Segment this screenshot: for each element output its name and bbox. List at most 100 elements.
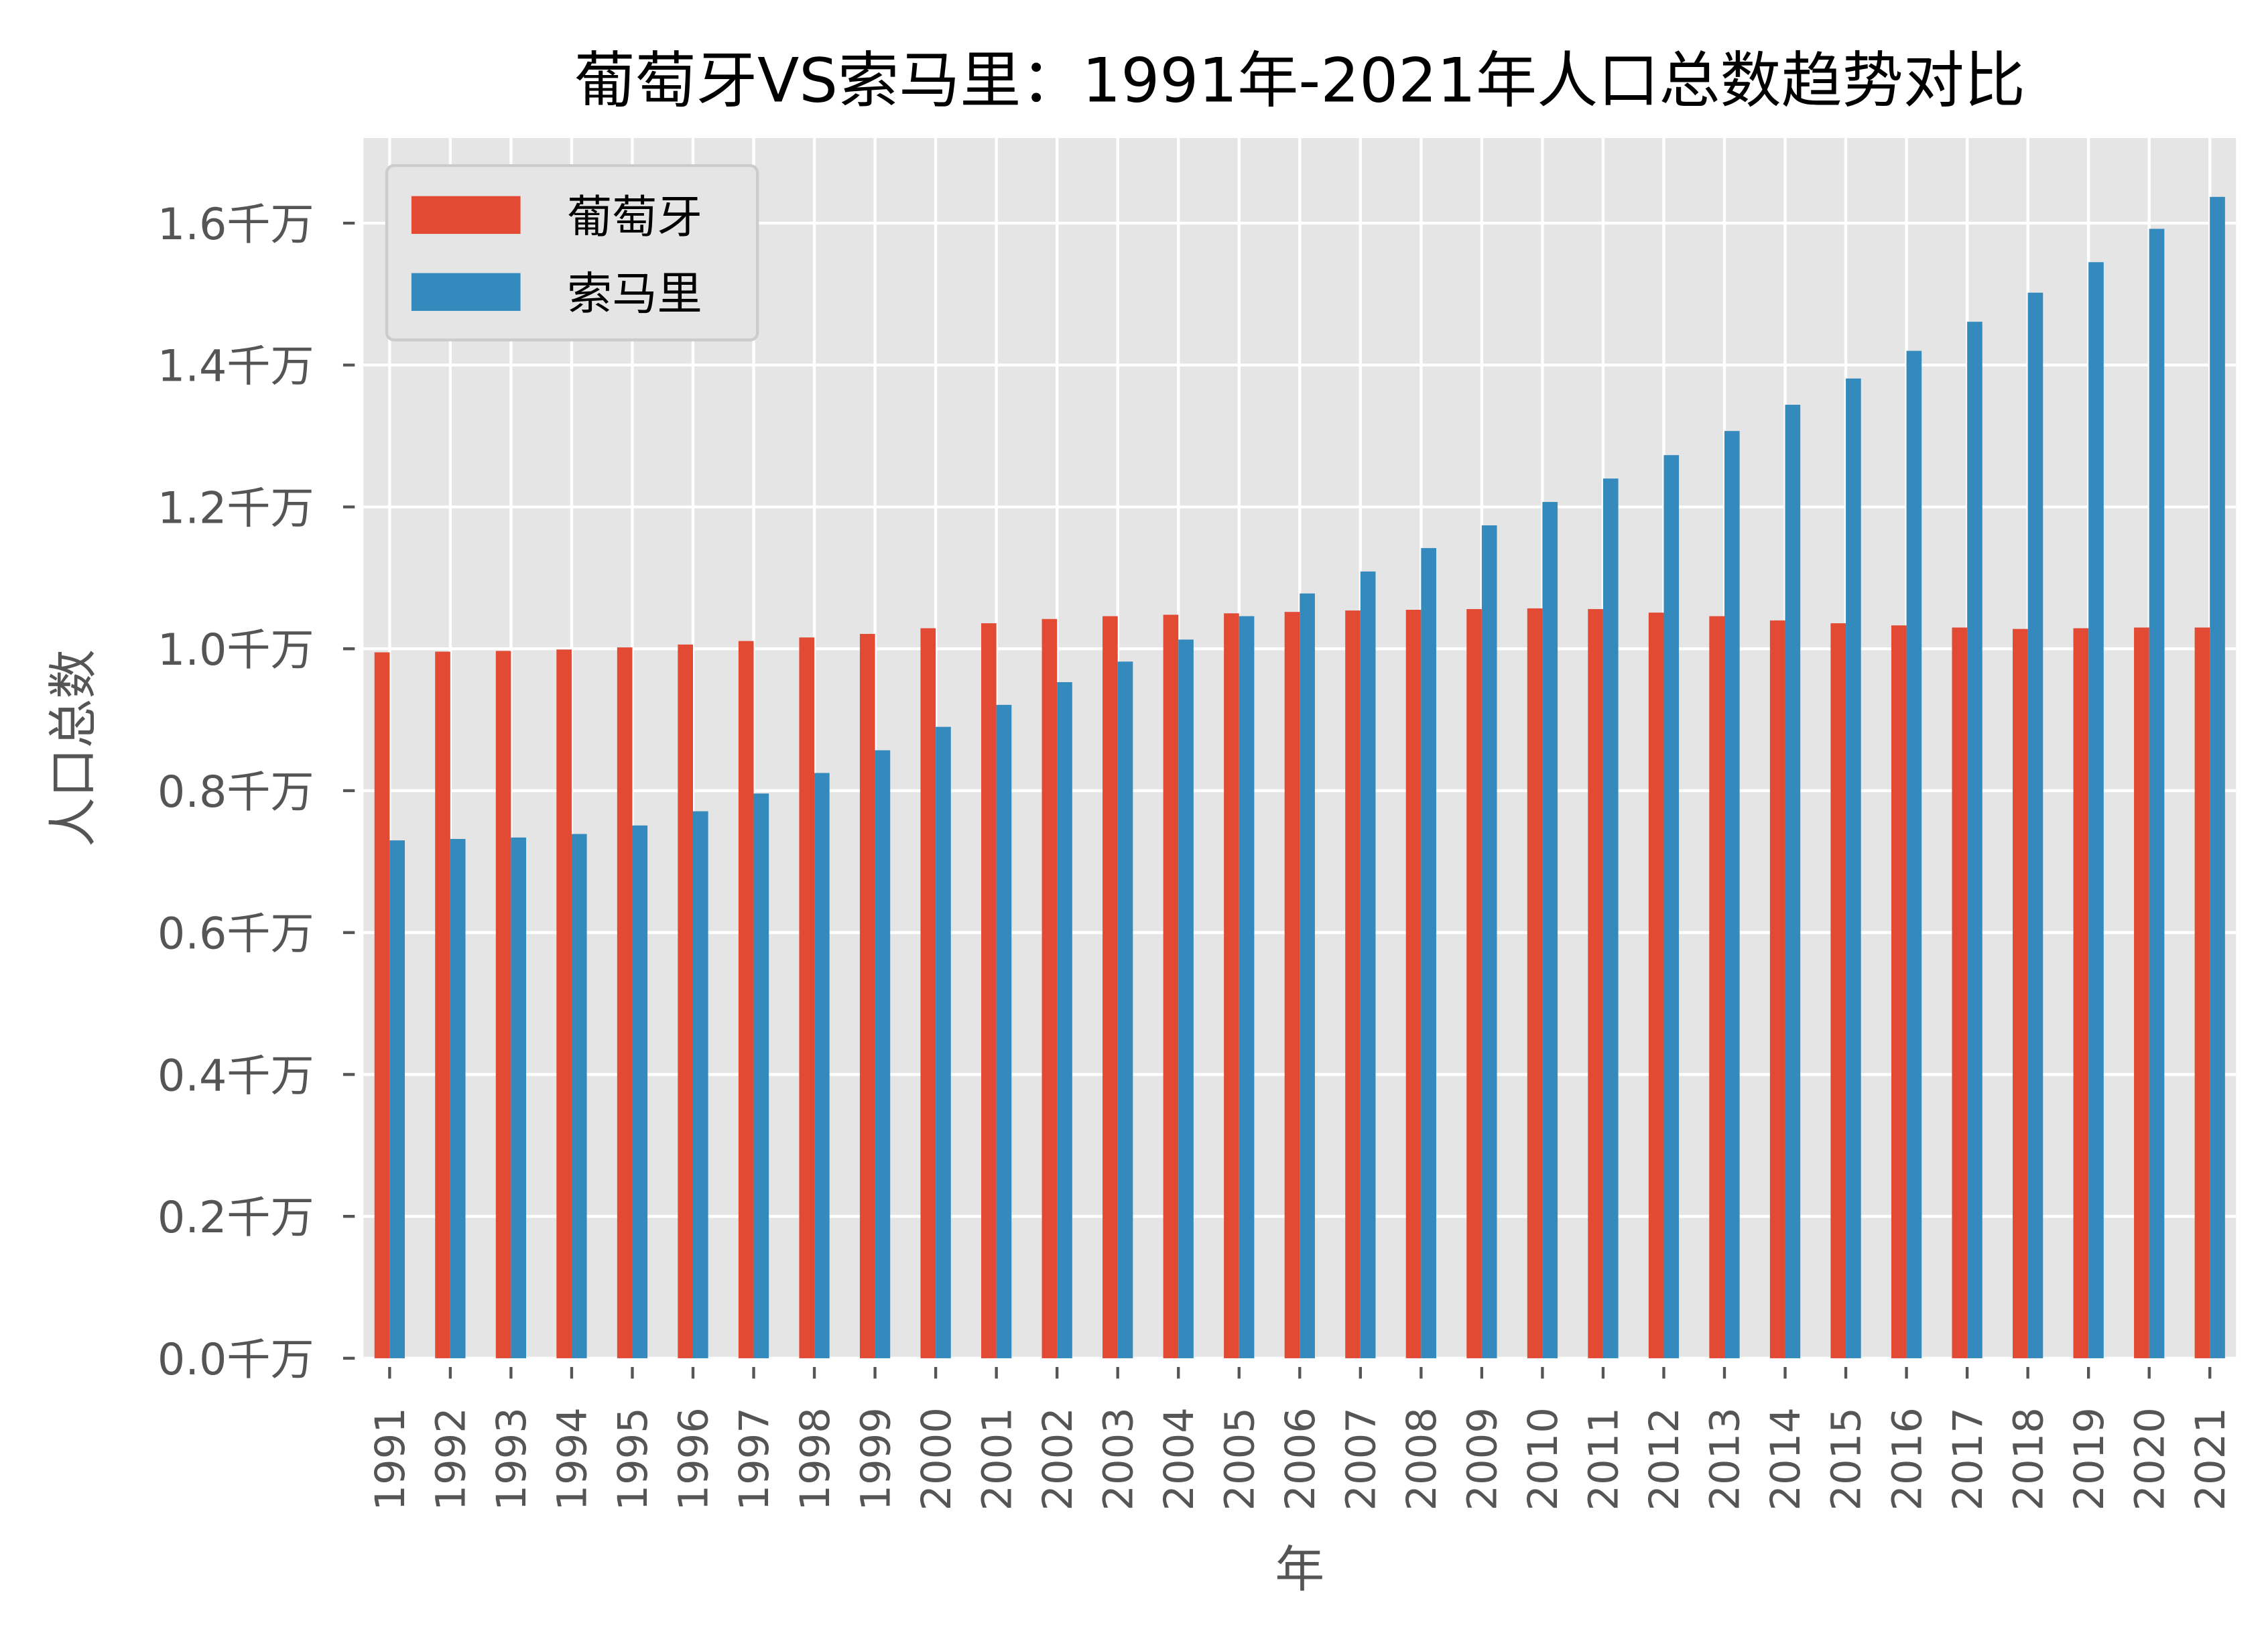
x-tick-label: 2001 [974, 1407, 1021, 1510]
bar-somalia [1178, 639, 1194, 1358]
y-tick-label: 1.2千万 [158, 483, 314, 533]
x-tick-label: 2000 [914, 1407, 960, 1510]
x-axis: 1991 1992 1993 1994 1995 1996 1997 1998 1999 2000… [367, 1366, 2234, 1511]
bar-portugal [1830, 623, 1846, 1358]
bar-portugal [1527, 608, 1543, 1358]
x-tick-label: 2021 [2188, 1407, 2234, 1510]
bars [374, 196, 2225, 1358]
y-axis: 0.0千万 0.2千万 0.4千万 0.6千万 0.8千万 1.0千万 1.2千万 1.4千万… [158, 200, 355, 1385]
bar-somalia [1967, 322, 1982, 1358]
y-tick-label: 0.2千万 [158, 1193, 314, 1243]
bar-portugal [1952, 627, 1968, 1358]
legend: 葡萄牙 索马里 [385, 164, 759, 342]
bar-portugal [2194, 627, 2210, 1358]
bar-somalia [1481, 525, 1497, 1358]
y-axis-label: 人口总数 [45, 649, 102, 847]
x-tick-label: 2011 [1581, 1407, 1628, 1510]
x-tick-label: 1996 [671, 1407, 718, 1510]
bar-portugal [920, 628, 936, 1358]
bar-somalia [2149, 229, 2165, 1358]
bar-portugal [374, 652, 390, 1358]
bar-somalia [1906, 350, 1922, 1358]
bar-somalia [936, 726, 951, 1358]
x-tick-label: 2014 [1763, 1407, 1810, 1510]
legend-swatch-somalia [411, 273, 521, 311]
x-tick-label: 2004 [1156, 1407, 1203, 1510]
y-tick-label: 0.0千万 [158, 1335, 314, 1385]
bar-portugal [2013, 629, 2028, 1358]
x-tick-label: 2015 [1824, 1407, 1871, 1510]
bar-portugal [556, 649, 572, 1358]
x-tick-label: 2013 [1702, 1407, 1749, 1510]
bar-somalia [814, 773, 830, 1358]
x-tick-label: 2019 [2066, 1407, 2113, 1510]
bar-portugal [495, 651, 511, 1358]
bar-somalia [1663, 455, 1680, 1358]
x-tick-label: 1991 [367, 1407, 414, 1510]
bar-somalia [996, 704, 1012, 1358]
x-tick-label: 2009 [1460, 1407, 1507, 1510]
bar-somalia [1542, 502, 1558, 1358]
bar-portugal [1891, 625, 1907, 1358]
y-tick-label: 0.8千万 [158, 767, 314, 818]
bar-somalia [753, 793, 769, 1358]
x-tick-label: 1998 [792, 1407, 839, 1510]
bar-portugal [1284, 612, 1300, 1358]
bar-portugal [435, 651, 450, 1358]
bar-portugal [1588, 608, 1603, 1358]
bar-somalia [1360, 571, 1376, 1358]
x-tick-label: 1995 [610, 1407, 657, 1510]
bar-portugal [1769, 620, 1785, 1358]
bar-portugal [1709, 616, 1724, 1358]
bar-portugal [1648, 612, 1664, 1358]
bar-portugal [1345, 610, 1361, 1358]
legend-label-somalia: 索马里 [567, 268, 702, 320]
bar-portugal [678, 644, 693, 1358]
y-tick-label: 1.6千万 [158, 200, 314, 250]
bar-somalia [1057, 681, 1072, 1358]
bar-somalia [389, 840, 405, 1358]
bar-somalia [1846, 378, 1861, 1358]
bar-portugal [799, 637, 815, 1358]
bar-portugal [1042, 619, 1058, 1358]
bar-somalia [1117, 661, 1133, 1358]
bar-portugal [738, 641, 754, 1358]
x-tick-label: 1993 [489, 1407, 536, 1510]
y-tick-label: 1.4千万 [158, 342, 314, 392]
bar-somalia [2027, 292, 2043, 1358]
bar-portugal [1102, 616, 1118, 1358]
y-tick-label: 0.4千万 [158, 1051, 314, 1101]
bar-somalia [450, 838, 466, 1358]
bar-portugal [1224, 613, 1239, 1358]
x-tick-label: 1999 [853, 1407, 899, 1510]
x-tick-label: 2012 [1641, 1407, 1688, 1510]
x-tick-label: 1992 [428, 1407, 475, 1510]
x-tick-label: 2020 [2127, 1407, 2174, 1510]
bar-portugal [859, 633, 875, 1358]
chart-title: 葡萄牙VS索马里：1991年-2021年人口总数趋势对比 [574, 46, 2025, 117]
x-tick-label: 2008 [1399, 1407, 1446, 1510]
y-tick-label: 1.0千万 [158, 625, 314, 675]
legend-label-portugal: 葡萄牙 [567, 191, 702, 243]
x-tick-label: 2010 [1520, 1407, 1567, 1510]
bar-somalia [875, 750, 891, 1358]
bar-portugal [617, 647, 633, 1358]
bar-somalia [2088, 262, 2104, 1358]
x-tick-label: 1994 [550, 1407, 596, 1510]
bar-portugal [1163, 614, 1179, 1358]
bar-portugal [2134, 627, 2149, 1358]
bar-portugal [981, 623, 997, 1358]
x-tick-label: 1997 [731, 1407, 778, 1510]
y-tick-label: 0.6千万 [158, 909, 314, 960]
bar-somalia [1239, 616, 1255, 1358]
legend-swatch-portugal [411, 196, 521, 235]
bar-portugal [1405, 609, 1422, 1358]
bar-somalia [1724, 431, 1740, 1358]
x-tick-label: 2002 [1035, 1407, 1082, 1510]
bar-somalia [693, 811, 708, 1358]
bar-somalia [1785, 405, 1801, 1358]
bar-portugal [2073, 628, 2089, 1358]
x-axis-label: 年 [1275, 1541, 1324, 1598]
x-tick-label: 2005 [1216, 1407, 1263, 1510]
